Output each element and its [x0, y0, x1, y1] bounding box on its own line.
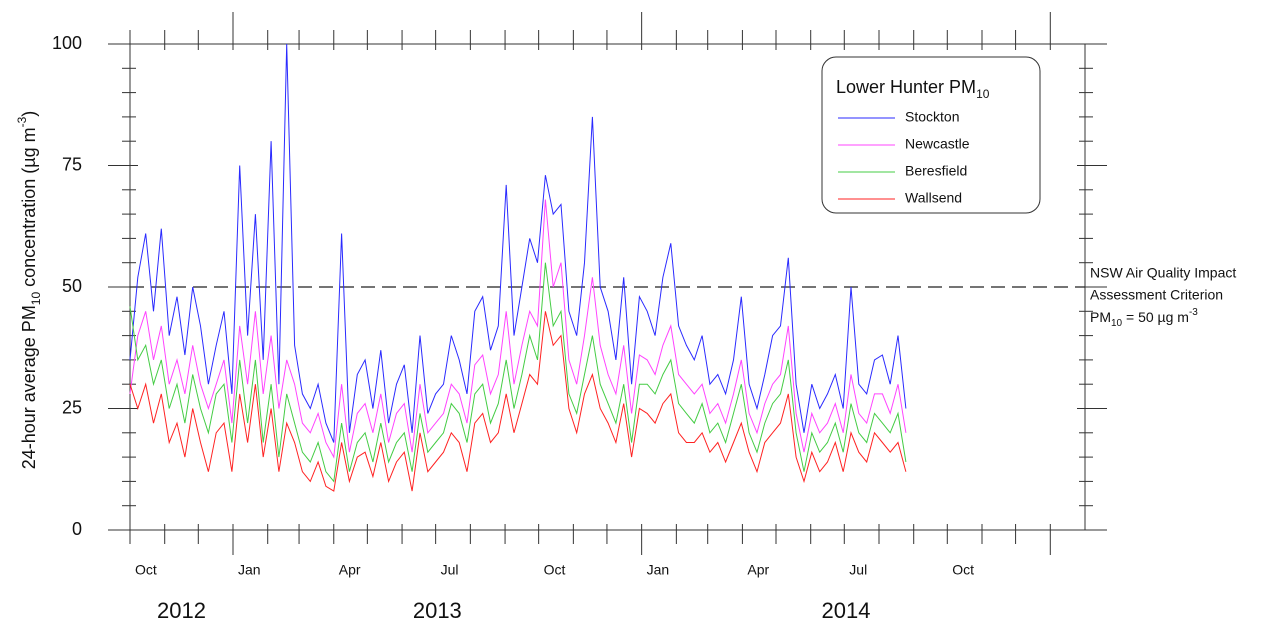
series-line	[129, 311, 907, 492]
x-tick-label: Oct	[135, 562, 157, 578]
legend-box	[821, 56, 1041, 214]
legend: Lower Hunter PM10 Stockton Newcastle Beresf…	[821, 56, 1041, 214]
x-tick-label: Jul	[849, 562, 867, 578]
x-tick-label: Jul	[441, 562, 459, 578]
legend-label: Beresfield	[905, 163, 967, 179]
y-tick-label: 25	[62, 397, 82, 417]
legend-title-part: Lower Hunter PM	[836, 77, 976, 97]
y-tick-label: 50	[62, 276, 82, 296]
x-tick-label: Jan	[238, 562, 261, 578]
y-axis-label: 24-hour average PM10 concentration (µg m…	[15, 111, 43, 470]
series-line	[129, 199, 907, 459]
y-tick-label: 0	[72, 519, 82, 539]
criterion-label: PM10 = 50 µg m-3	[1090, 307, 1198, 329]
criterion-label-part: PM	[1090, 309, 1111, 325]
x-tick-label: Jan	[647, 562, 670, 578]
x-tick-label: Apr	[747, 562, 769, 578]
criterion-label: Assessment Criterion	[1090, 287, 1223, 303]
y-axis-label-sub: 10	[29, 292, 43, 306]
legend-label: Wallsend	[905, 190, 962, 206]
criterion-label-sub: 10	[1111, 318, 1123, 329]
y-tick-label: 75	[62, 154, 82, 174]
legend-label: Stockton	[905, 109, 959, 125]
y-tick-label: 100	[52, 33, 82, 53]
legend-label: Newcastle	[905, 136, 970, 152]
criterion-label-part: = 50 µg m	[1122, 309, 1189, 325]
legend-title-sub: 10	[976, 87, 990, 101]
x-tick-label: Oct	[544, 562, 566, 578]
year-label: 2012	[157, 598, 206, 623]
series-line	[129, 43, 907, 443]
criterion-label-sup: -3	[1189, 307, 1198, 318]
y-axis-label-sup: -3	[15, 116, 29, 127]
year-label: 2014	[821, 598, 870, 623]
y-axis-label-part: concentration (µg m	[19, 127, 39, 291]
criterion-label: NSW Air Quality Impact	[1090, 265, 1236, 281]
x-tick-label: Apr	[339, 562, 361, 578]
x-tick-label: Oct	[952, 562, 974, 578]
y-axis-label-part: )	[19, 111, 39, 117]
year-label: 2013	[413, 598, 462, 623]
series-line	[129, 262, 907, 483]
y-axis-label-part: 24-hour average PM	[19, 305, 39, 469]
legend-title: Lower Hunter PM10	[836, 77, 990, 101]
